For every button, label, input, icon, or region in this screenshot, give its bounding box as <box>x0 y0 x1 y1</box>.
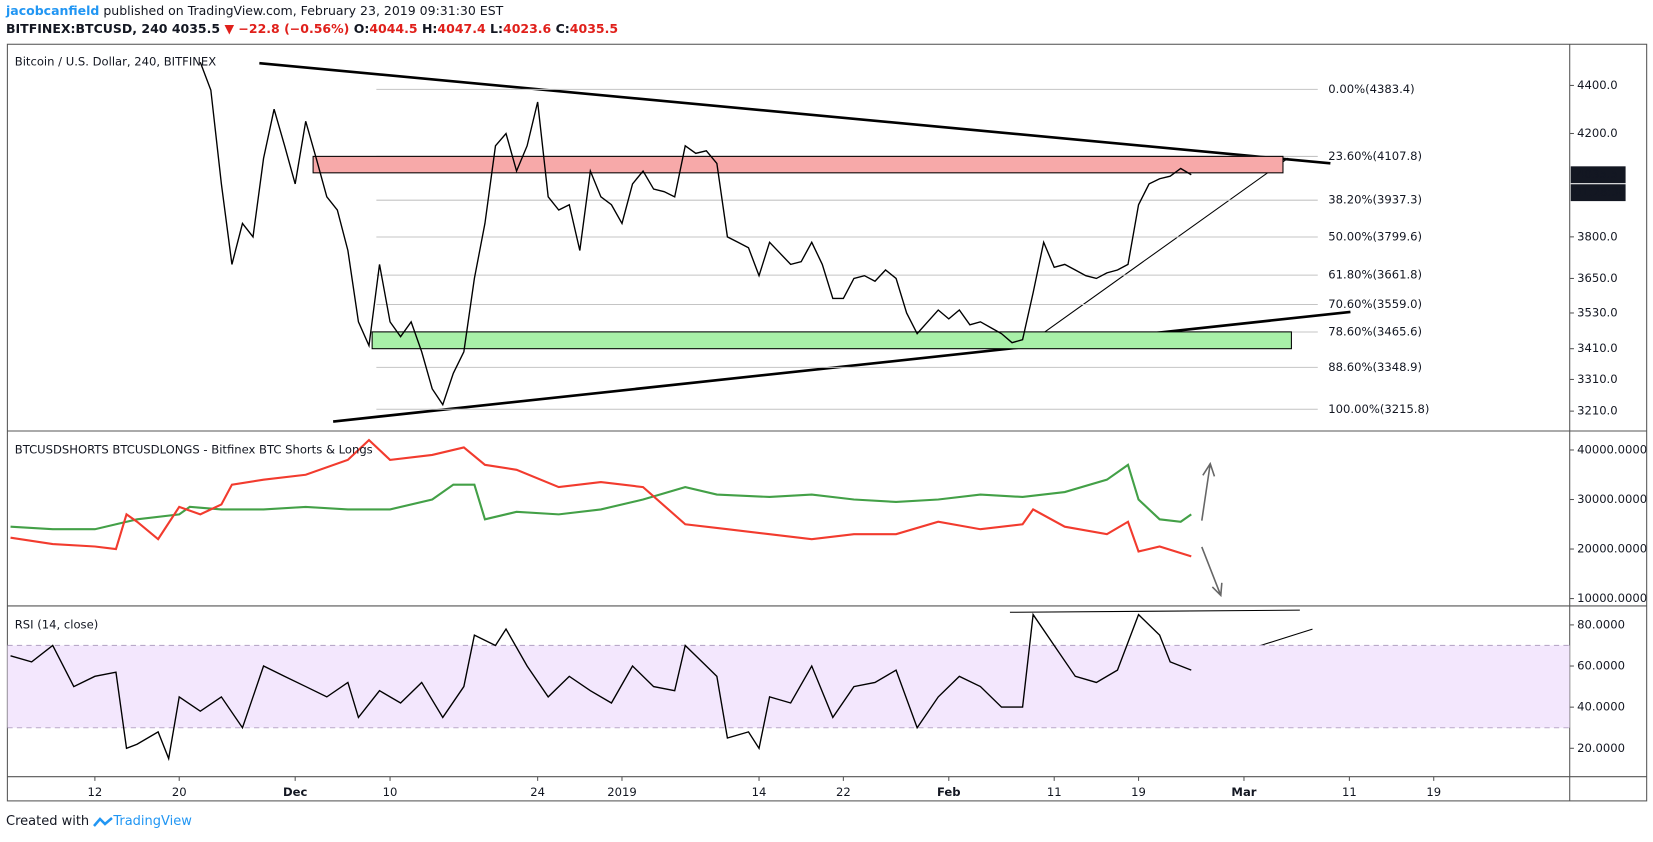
y-tick-label: 3410.0 <box>1577 341 1618 355</box>
y-tick-label: 60.0000 <box>1577 659 1625 673</box>
y-tick-label: 40000.0000 <box>1577 442 1647 456</box>
fib-label: 61.80%(3661.8) <box>1328 268 1422 282</box>
o-value: 4044.5 <box>369 21 418 36</box>
series-line <box>199 62 1192 407</box>
change: ▼ −22.8 (−0.56%) <box>224 21 350 36</box>
footer: Created with TradingView <box>6 814 192 829</box>
y-tick-label: 3650.0 <box>1577 271 1618 285</box>
trendline <box>259 61 1331 165</box>
series-line <box>10 438 1192 558</box>
pane-title: RSI (14, close) <box>15 617 98 631</box>
fib-label: 70.60%(3559.0) <box>1328 297 1422 311</box>
x-tick-label: 12 <box>88 785 103 799</box>
x-tick-label: 24 <box>530 785 545 799</box>
pane <box>10 438 1192 558</box>
o-label: O: <box>353 21 370 36</box>
l-value: 4023.6 <box>503 21 552 36</box>
zone <box>312 155 1284 174</box>
h-value: 4047.4 <box>437 21 486 36</box>
y-tick-label: 4200.0 <box>1577 126 1618 140</box>
pane <box>199 62 1318 410</box>
x-tick-label: 10 <box>383 785 398 799</box>
pane-title: Bitcoin / U.S. Dollar, 240, BITFINEX <box>15 55 216 69</box>
countdown-box <box>1570 184 1626 202</box>
last: 4035.5 <box>171 21 221 36</box>
author: jacobcanfield <box>6 3 100 18</box>
fib-label: 23.60%(4107.8) <box>1328 149 1422 163</box>
c-label: C: <box>555 21 570 36</box>
y-tick-label: 3210.0 <box>1577 404 1618 418</box>
l-label: L: <box>490 21 503 36</box>
fib-label: 0.00%(4383.4) <box>1328 82 1414 96</box>
created: Created with <box>6 814 90 829</box>
y-tick-label: 10000.0000 <box>1577 591 1647 605</box>
series-line <box>10 463 1192 531</box>
x-tick-label: 19 <box>1426 785 1441 799</box>
y-tick-label: 30000.0000 <box>1577 492 1647 506</box>
published: published on TradingView.com, February 2… <box>103 3 504 18</box>
x-tick-label: 11 <box>1047 785 1062 799</box>
quote-line: BITFINEX:BTCUSD, 240 4035.5 ▼ −22.8 (−0.… <box>6 20 618 38</box>
y-tick-label: 20.0000 <box>1577 741 1625 755</box>
header: jacobcanfield published on TradingView.c… <box>6 2 618 38</box>
y-tick-label: 4400.0 <box>1577 78 1618 92</box>
publish-line: jacobcanfield published on TradingView.c… <box>6 2 618 20</box>
fib-label: 88.60%(3348.9) <box>1328 360 1422 374</box>
logo <box>93 816 114 827</box>
trendline <box>332 310 1351 423</box>
frame <box>6 43 1648 802</box>
pane-title: BTCUSDSHORTS BTCUSDLONGS - Bitfinex BTC … <box>15 442 373 456</box>
brand: TradingView <box>113 814 192 829</box>
h-label: H: <box>421 21 438 36</box>
fib-label: 38.20%(3937.3) <box>1328 193 1422 207</box>
last-price: 4035.5 <box>1577 167 1618 181</box>
zone <box>371 331 1292 350</box>
x-tick-label: 11 <box>1342 785 1357 799</box>
x-tick-label: 2019 <box>607 785 636 799</box>
y-tick-label: 3530.0 <box>1577 305 1618 319</box>
fib-label: 100.00%(3215.8) <box>1328 402 1429 416</box>
x-tick-label: 22 <box>836 785 851 799</box>
last-price-box <box>1570 166 1626 184</box>
x-tick-label: 20 <box>172 785 187 799</box>
x-tick-label: 19 <box>1131 785 1146 799</box>
x-tick-label: 14 <box>752 785 767 799</box>
x-tick-label: Dec <box>283 785 307 799</box>
arrow <box>1201 546 1223 598</box>
countdown: 01:28:30 <box>1574 185 1626 199</box>
c-value: 4035.5 <box>569 21 619 36</box>
x-tick-label: Mar <box>1231 785 1256 799</box>
y-tick-label: 80.0000 <box>1577 617 1625 631</box>
trendline <box>1009 609 1300 613</box>
y-tick-label: 40.0000 <box>1577 700 1625 714</box>
symbol: BITFINEX:BTCUSD, 240 <box>6 21 168 36</box>
y-tick-label: 20000.0000 <box>1577 542 1647 556</box>
trendline <box>1022 157 1289 349</box>
fib-label: 50.00%(3799.6) <box>1328 229 1422 243</box>
pane <box>7 612 1570 762</box>
rsi-band <box>7 645 1570 728</box>
y-tick-label: 3310.0 <box>1577 372 1618 386</box>
x-tick-label: Feb <box>937 785 961 799</box>
fib-label: 78.60%(3465.6) <box>1328 324 1422 338</box>
y-tick-label: 3800.0 <box>1577 229 1618 243</box>
arrow <box>1201 461 1216 521</box>
series-line <box>10 612 1192 762</box>
